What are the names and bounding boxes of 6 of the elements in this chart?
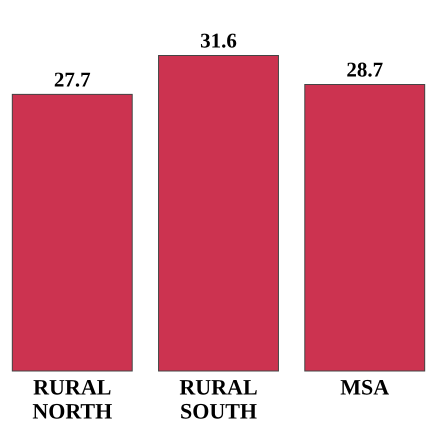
data-label: 28.7 [346,57,384,82]
x-tick-label: RURAL SOUTH [179,374,258,424]
data-label: 27.7 [54,67,91,92]
x-tick-label: MSA [340,374,390,400]
x-tick-label: RURAL NORTH [32,374,112,424]
data-label: 31.6 [200,28,237,52]
